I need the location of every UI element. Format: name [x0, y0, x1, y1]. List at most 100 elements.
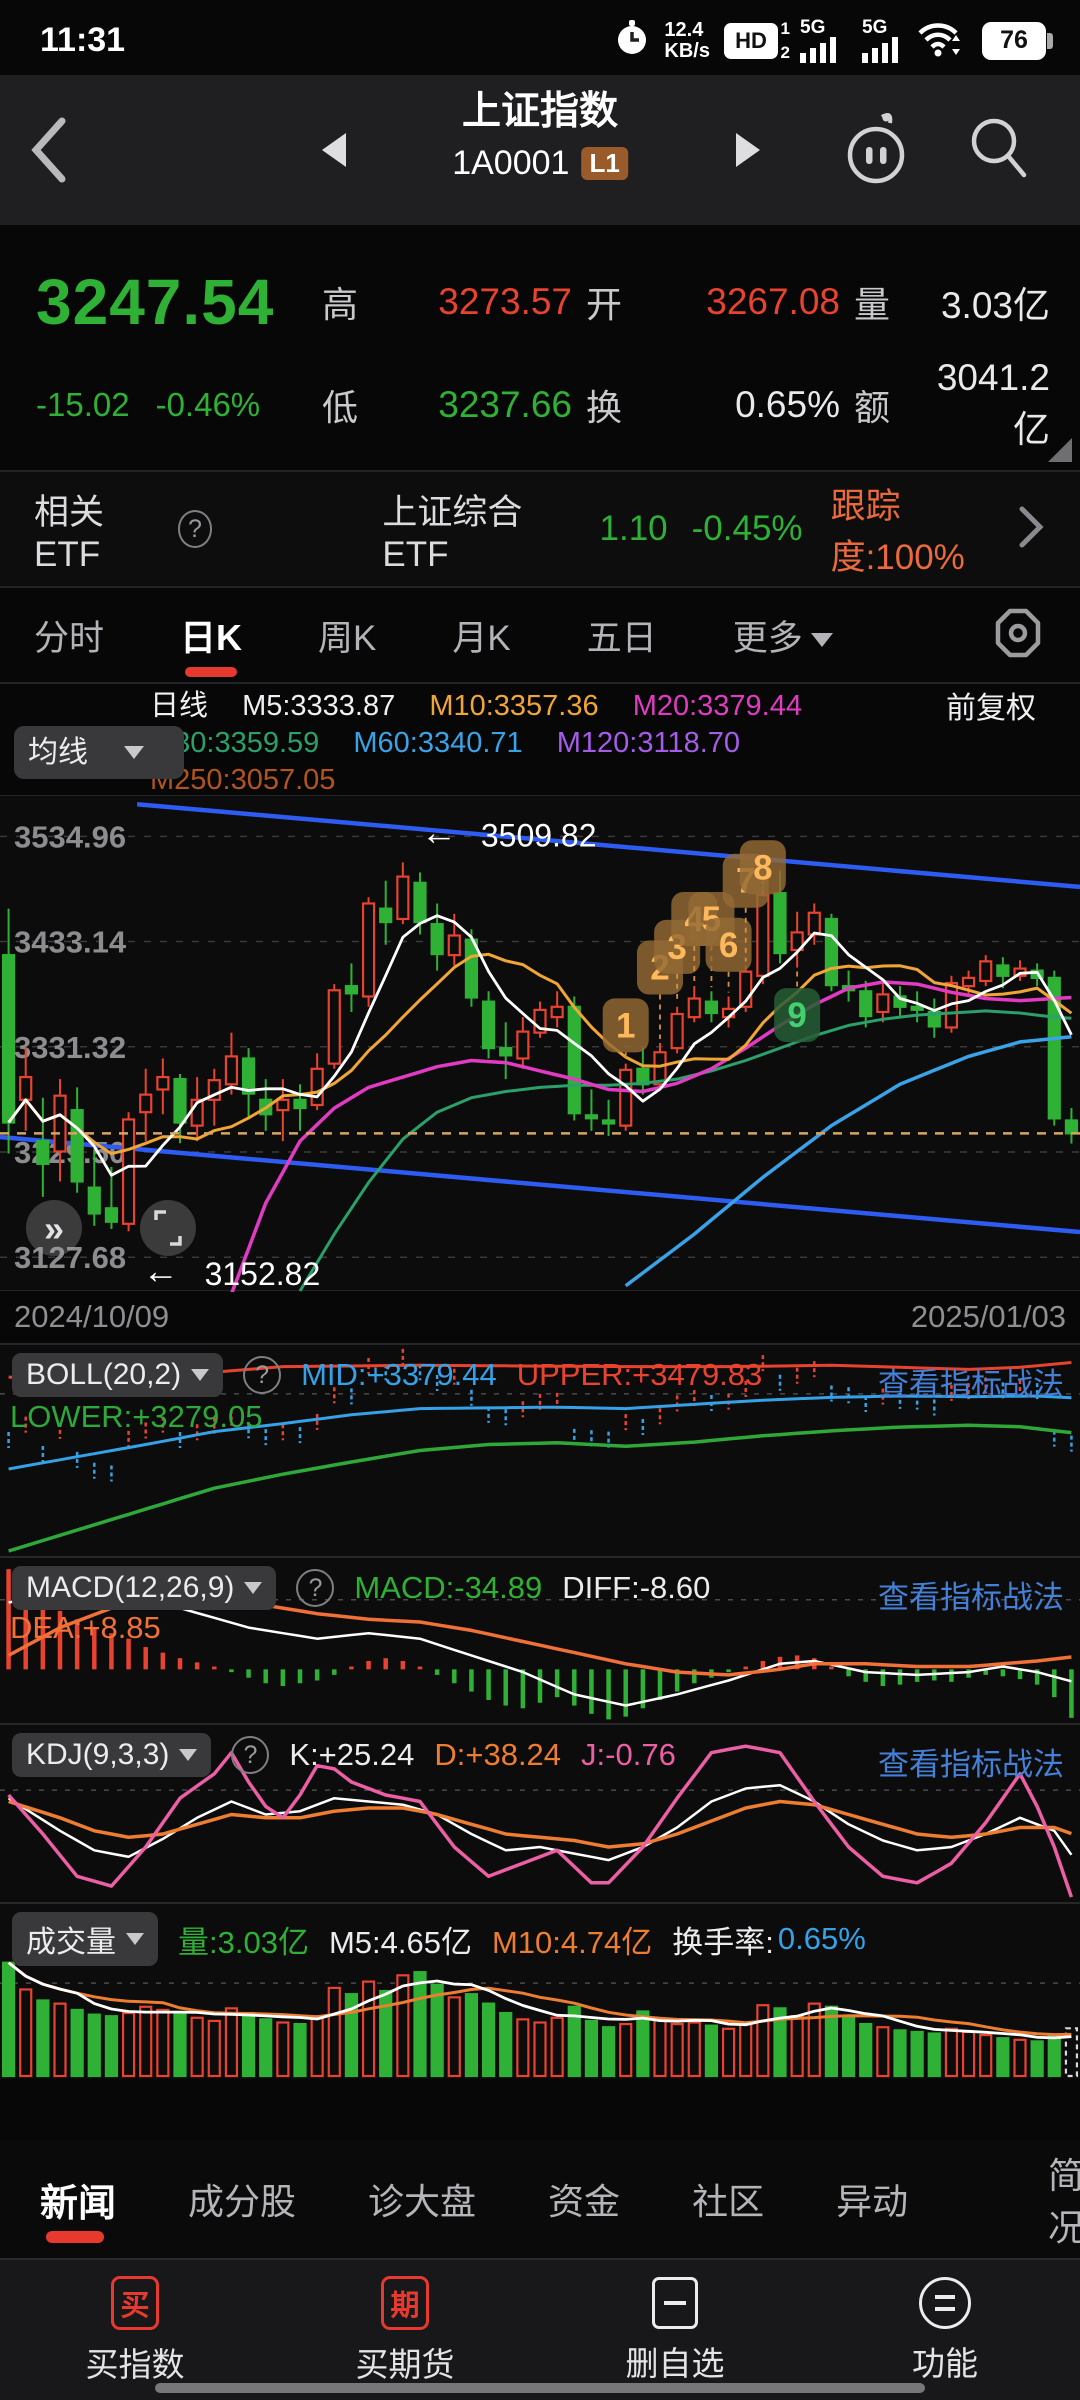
menu-circle-icon — [919, 2277, 971, 2329]
active-tab-underline — [46, 2230, 104, 2243]
gesture-bar[interactable] — [155, 2383, 925, 2393]
ma-legend: 日线 M5:3333.87 M10:3357.36 M20:3379.44 M3… — [0, 684, 1080, 796]
ma-selector-button[interactable]: 均线 — [14, 726, 184, 779]
chevron-right-icon[interactable] — [1016, 503, 1046, 556]
help-icon[interactable]: ? — [231, 1736, 270, 1774]
network-speed: 12.4 KB/s — [664, 19, 710, 62]
volume-value: 3.03亿 — [940, 285, 1050, 327]
title-block: 上证指数 1A0001 L1 — [452, 89, 628, 183]
back-icon[interactable] — [22, 113, 74, 192]
low-label: 低 — [322, 386, 359, 428]
bottom-toolbar: 买 买指数 期 买期货 删自选 功能 — [0, 2258, 1080, 2400]
macd-panel[interactable]: MACD(12,26,9) ? MACD:-34.89 DIFF:-8.60 查… — [0, 1556, 1080, 1723]
chart-settings-icon[interactable] — [990, 605, 1046, 666]
tab-movement[interactable]: 异动 — [836, 2181, 909, 2222]
tab-more[interactable]: 更多 — [733, 596, 833, 675]
tab-profile-partial[interactable]: 简况 — [1048, 2155, 1080, 2248]
chevron-down-icon — [179, 1749, 198, 1761]
tab-news[interactable]: 新闻 — [40, 2156, 116, 2243]
alarm-icon — [614, 18, 650, 63]
minus-square-icon — [652, 2277, 698, 2329]
chevron-down-icon — [126, 1933, 144, 1945]
svg-text:3331.32: 3331.32 — [14, 1030, 126, 1065]
svg-text:3509.82: 3509.82 — [481, 817, 597, 853]
open-label: 开 — [586, 284, 623, 326]
legend-m10: M10:3357.36 — [429, 690, 599, 722]
quote-level-badge: L1 — [581, 147, 628, 180]
help-icon[interactable]: ? — [177, 510, 213, 548]
buy-index-button[interactable]: 买 买指数 — [0, 2260, 270, 2400]
kdj-panel[interactable]: KDJ(9,3,3) ? K:+25.24 D:+38.24 J:-0.76 查… — [0, 1723, 1080, 1902]
low-value: 3237.66 — [438, 383, 572, 425]
turnover-rate-value: 0.65% — [777, 1921, 866, 1956]
help-icon[interactable]: ? — [243, 1356, 282, 1394]
volume-selector-button[interactable]: 成交量 — [12, 1912, 158, 1966]
tab-funds[interactable]: 资金 — [548, 2181, 621, 2222]
svg-text:3127.68: 3127.68 — [14, 1240, 126, 1275]
legend-series-name: 日线 — [150, 690, 209, 722]
chevron-down-icon — [244, 1582, 263, 1594]
amount-label: 额 — [854, 386, 891, 428]
boll-lower-value: LOWER:+3279.05 — [10, 1399, 263, 1434]
boll-panel[interactable]: BOLL(20,2) ? MID:+3379.44 UPPER:+3479.83… — [0, 1343, 1080, 1556]
tab-constituents[interactable]: 成分股 — [188, 2181, 297, 2222]
boll-strategy-link[interactable]: 查看指标战法 — [878, 1367, 1064, 1402]
kdj-strategy-link[interactable]: 查看指标战法 — [878, 1747, 1064, 1782]
tab-market-diagnosis[interactable]: 诊大盘 — [368, 2181, 477, 2222]
assistant-robot-icon[interactable] — [840, 111, 912, 194]
futures-icon: 期 — [381, 2276, 429, 2330]
volume-panel[interactable]: 成交量 量:3.03亿 M5:4.65亿 M10:4.74亿 换手率: 0.65… — [0, 1902, 1080, 2079]
svg-text:6: 6 — [719, 926, 738, 965]
tab-monthly-k[interactable]: 月K — [452, 618, 511, 658]
next-stock-icon[interactable] — [736, 133, 760, 167]
adjustment-mode-toggle[interactable]: 前复权 — [946, 692, 1036, 725]
status-icons: 12.4 KB/s HD 1 2 5G 5G 76 — [614, 18, 1053, 63]
kdj-selector-button[interactable]: KDJ(9,3,3) — [12, 1733, 212, 1777]
boll-upper-value: UPPER:+3479.83 — [516, 1357, 763, 1392]
tab-community[interactable]: 社区 — [692, 2181, 765, 2222]
macd-selector-button[interactable]: MACD(12,26,9) — [12, 1566, 277, 1610]
signal-sim1-icon: 5G — [800, 18, 840, 63]
prev-stock-icon[interactable] — [322, 133, 346, 167]
chevron-down-icon — [810, 633, 833, 648]
macd-strategy-link[interactable]: 查看指标战法 — [878, 1580, 1064, 1615]
last-price: 3247.54 — [36, 266, 275, 339]
svg-text:»: » — [44, 1208, 64, 1249]
volume-m5: M5:4.65亿 — [328, 1924, 472, 1960]
main-kline-chart[interactable]: 3534.96 3433.14 3331.32 3229.50 3127.68 ← 3509… — [0, 795, 1080, 1292]
svg-text:3152.82: 3152.82 — [205, 1256, 321, 1292]
j-value: J:-0.76 — [581, 1737, 676, 1772]
svg-text:3433.14: 3433.14 — [14, 925, 127, 960]
tab-daily-k[interactable]: 日K — [180, 595, 242, 677]
buy-futures-button[interactable]: 期 买期货 — [270, 2260, 540, 2400]
date-axis: 2024/10/09 2025/01/03 — [0, 1291, 1080, 1343]
legend-m20: M20:3379.44 — [632, 690, 802, 722]
tab-five-day[interactable]: 五日 — [586, 618, 657, 658]
d-value: D:+38.24 — [434, 1737, 562, 1772]
hd-icon: HD 1 2 — [724, 19, 790, 62]
search-icon[interactable] — [966, 113, 1032, 188]
buy-icon: 买 — [111, 2276, 159, 2330]
battery-icon: 76 — [982, 21, 1053, 60]
help-icon[interactable]: ? — [296, 1569, 335, 1607]
tab-minute[interactable]: 分时 — [34, 618, 105, 658]
boll-selector-button[interactable]: BOLL(20,2) — [12, 1353, 224, 1397]
change-value: -15.02 — [36, 385, 130, 423]
svg-text:8: 8 — [753, 848, 772, 887]
chevron-down-icon — [124, 746, 144, 759]
expand-corner-icon[interactable] — [1048, 438, 1072, 462]
svg-text:3534.96: 3534.96 — [14, 819, 126, 854]
related-etf-bar[interactable]: 相关ETF ? 上证综合ETF 1.10 -0.45% 跟踪度:100% — [0, 470, 1080, 588]
price-change: -15.02 -0.46% — [36, 386, 322, 424]
content-tab-bar: 新闻 成分股 诊大盘 资金 社区 异动 简况 — [0, 2140, 1080, 2258]
tab-weekly-k[interactable]: 周K — [318, 618, 377, 658]
remove-watchlist-button[interactable]: 删自选 — [540, 2260, 810, 2400]
header: 上证指数 1A0001 L1 — [0, 75, 1080, 225]
wifi-icon — [916, 19, 964, 62]
functions-button[interactable]: 功能 — [810, 2260, 1080, 2400]
volume-m10: M10:4.74亿 — [491, 1924, 653, 1960]
quote-panel: 3247.54 高 3273.57 开 3267.08 量 3.03亿 -15.… — [0, 225, 1080, 470]
axis-start-date: 2024/10/09 — [14, 1299, 170, 1334]
